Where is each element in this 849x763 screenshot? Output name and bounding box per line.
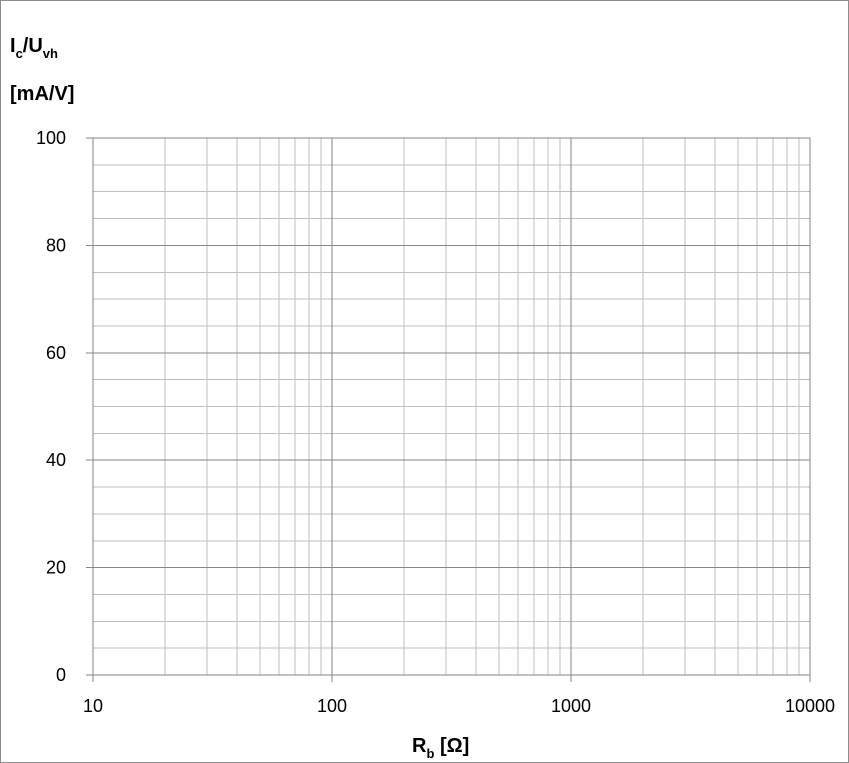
x-tick-label: 1000	[551, 696, 591, 716]
x-tick-label: 10000	[785, 696, 835, 716]
y-tick-label: 40	[46, 450, 66, 470]
y-axis-title-line2: [mA/V]	[10, 83, 74, 105]
y-tick-label: 100	[36, 128, 66, 148]
y-tick-label: 60	[46, 343, 66, 363]
y-tick-label: 20	[46, 558, 66, 578]
x-tick-label: 100	[317, 696, 347, 716]
y-tick-label: 0	[56, 665, 66, 685]
y-axis-title-line1: Ic/Uvh	[10, 35, 58, 61]
x-tick-label: 10	[83, 696, 103, 716]
minor-gridlines	[93, 137, 810, 676]
x-axis-title: Rb [Ω]	[412, 735, 469, 761]
tick-labels: 0 20 40 60 80 100 10 100 1000 10000	[36, 128, 835, 716]
axes	[86, 137, 811, 682]
y-tick-label: 80	[46, 235, 66, 255]
